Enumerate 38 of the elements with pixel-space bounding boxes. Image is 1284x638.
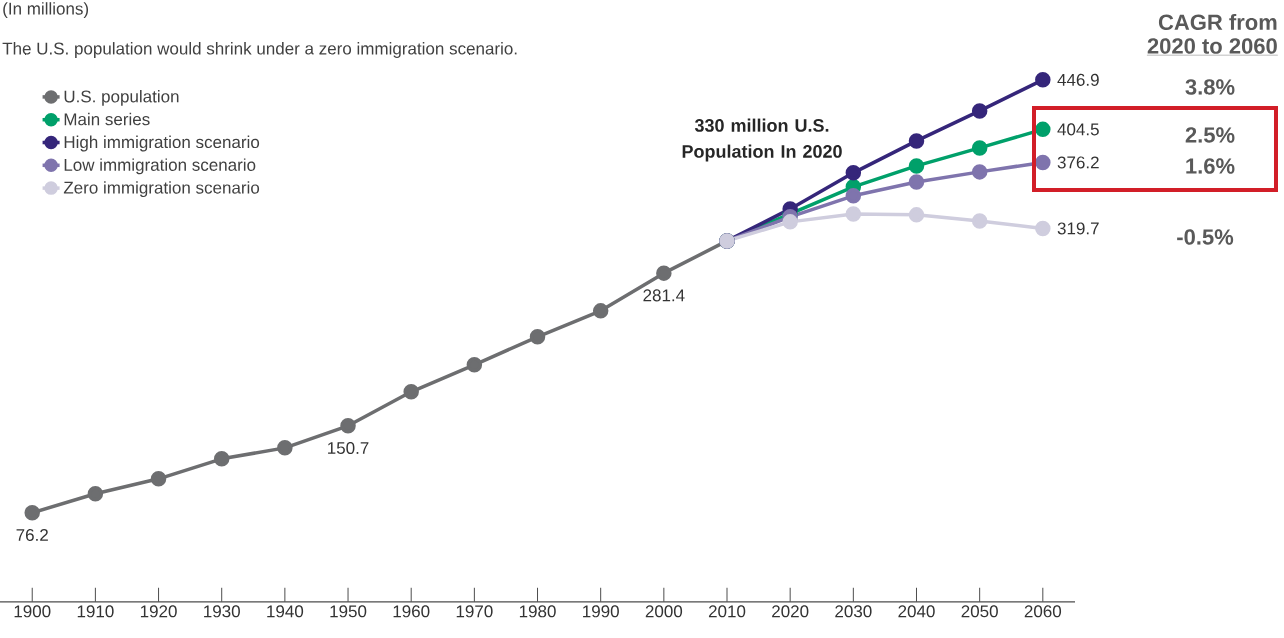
data-label: 76.2 xyxy=(16,528,48,542)
data-label: 319.7 xyxy=(1057,222,1099,235)
x-tick-label: 1950 xyxy=(330,605,367,618)
legend-label: Main series xyxy=(64,112,150,126)
data-label: 281.4 xyxy=(643,289,685,302)
text: 3.8% xyxy=(1185,79,1235,95)
x-tick-label: 2000 xyxy=(645,605,683,618)
legend-label: Low immigration scenario xyxy=(64,158,256,175)
x-tick-label: 2060 xyxy=(1024,605,1062,618)
x-tick-label: 2040 xyxy=(898,605,935,618)
text: 2.5% xyxy=(1185,127,1235,143)
data-label: 150.7 xyxy=(328,441,369,455)
legend-label: High immigration scenario xyxy=(64,135,260,152)
x-tick-label: 1970 xyxy=(456,605,493,618)
chart-title: (In millions) xyxy=(3,2,89,19)
legend-label: U.S. population xyxy=(64,90,179,106)
x-tick-label: 2010 xyxy=(708,605,746,618)
x-tick-label: 1900 xyxy=(14,605,51,618)
x-tick-label: 1960 xyxy=(393,605,430,618)
chart-subtitle: The U.S. population would shrink under a zero immigration scenario. xyxy=(2,42,517,58)
data-label: 376.2 xyxy=(1057,156,1099,169)
x-tick-label: 1990 xyxy=(583,605,619,618)
x-tick-label: 1910 xyxy=(77,605,114,618)
x-tick-label: 1980 xyxy=(519,605,556,618)
annotation: 330 million U.S. Population In 2020 xyxy=(682,118,842,162)
data-label: 446.9 xyxy=(1057,73,1099,86)
x-tick-label: 1940 xyxy=(267,605,304,618)
x-tick-label: 1920 xyxy=(140,605,177,618)
text: 2020 to 2060 xyxy=(1147,38,1277,54)
x-tick-label: 2050 xyxy=(961,605,998,618)
x-tick-label: 2020 xyxy=(772,605,809,618)
legend-label: Zero immigration scenario xyxy=(63,181,260,198)
text: 1.6% xyxy=(1186,158,1235,174)
x-tick-label: 2030 xyxy=(835,605,872,618)
data-label: 404.5 xyxy=(1057,123,1099,136)
text: CAGR from xyxy=(1158,13,1277,31)
x-tick-label: 1930 xyxy=(204,605,240,618)
text: -0.5% xyxy=(1177,229,1234,245)
